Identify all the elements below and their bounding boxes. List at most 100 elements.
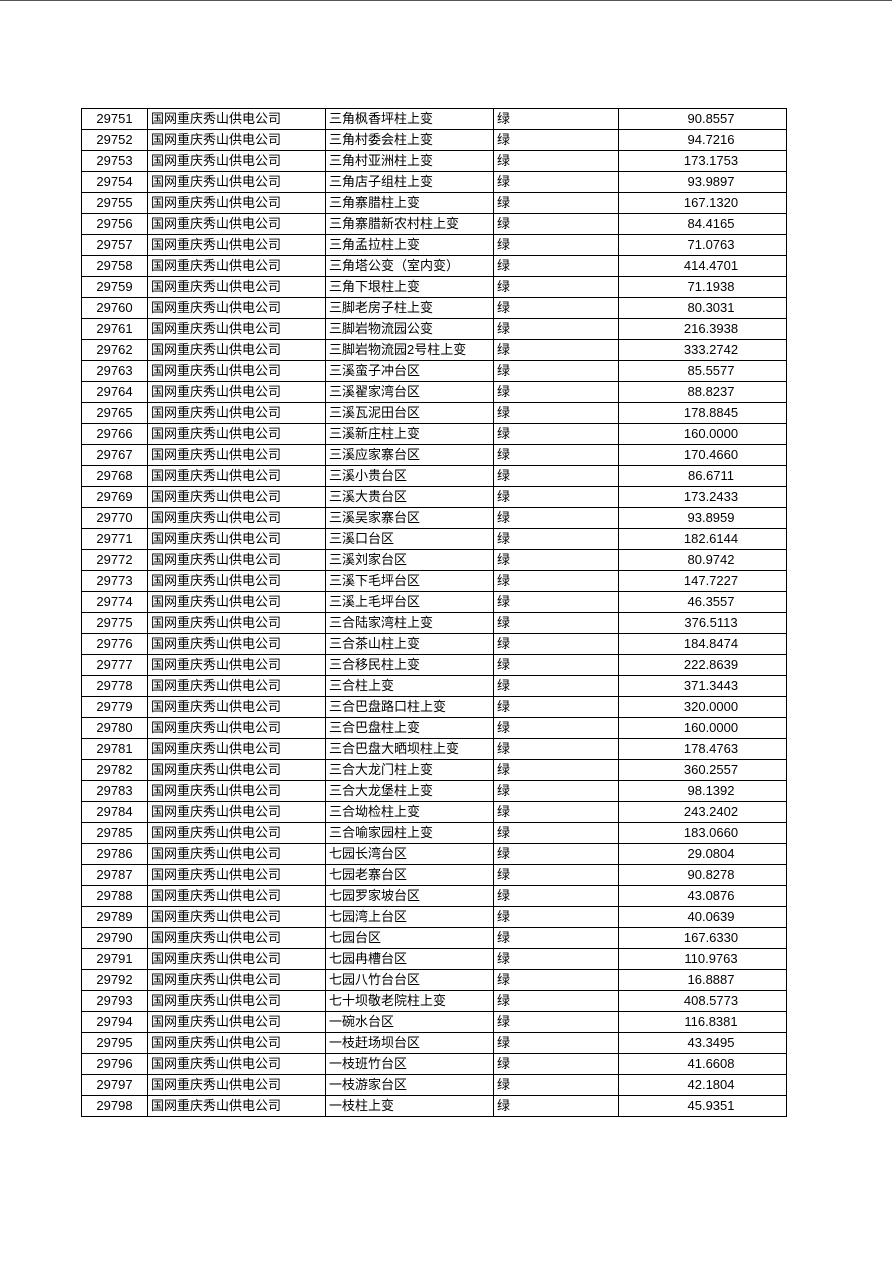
station-name-cell: 三溪翟家湾台区	[325, 381, 494, 403]
station-name-cell: 七园台区	[325, 927, 494, 949]
company-cell: 国网重庆秀山供电公司	[147, 339, 326, 361]
table-row: 29766 国网重庆秀山供电公司 三溪新庄柱上变绿 160.0000	[81, 423, 787, 445]
status-cell: 绿	[493, 108, 619, 130]
value-cell: 45.9351	[618, 1095, 787, 1117]
table-row: 29762 国网重庆秀山供电公司 三脚岩物流园2号柱上变绿 333.2742	[81, 339, 787, 361]
row-id-cell: 29754	[81, 171, 148, 193]
table-row: 29776 国网重庆秀山供电公司 三合茶山柱上变绿 184.8474	[81, 633, 787, 655]
table-row: 29761 国网重庆秀山供电公司 三脚岩物流园公变绿 216.3938	[81, 318, 787, 340]
company-cell: 国网重庆秀山供电公司	[147, 948, 326, 970]
company-cell: 国网重庆秀山供电公司	[147, 402, 326, 424]
status-cell: 绿	[493, 570, 619, 592]
table-row: 29797 国网重庆秀山供电公司 一枝游家台区绿 42.1804	[81, 1074, 787, 1096]
station-name-cell: 三溪蛮子冲台区	[325, 360, 494, 382]
row-id-cell: 29765	[81, 402, 148, 424]
company-cell: 国网重庆秀山供电公司	[147, 759, 326, 781]
status-cell: 绿	[493, 339, 619, 361]
row-id-cell: 29798	[81, 1095, 148, 1117]
row-id-cell: 29784	[81, 801, 148, 823]
status-cell: 绿	[493, 192, 619, 214]
station-name-cell: 三合移民柱上变	[325, 654, 494, 676]
row-id-cell: 29780	[81, 717, 148, 739]
status-cell: 绿	[493, 633, 619, 655]
status-cell: 绿	[493, 1095, 619, 1117]
table-row: 29756 国网重庆秀山供电公司 三角寨腊新农村柱上变绿 84.4165	[81, 213, 787, 235]
status-cell: 绿	[493, 990, 619, 1012]
table-row: 29763 国网重庆秀山供电公司 三溪蛮子冲台区绿 85.5577	[81, 360, 787, 382]
value-cell: 216.3938	[618, 318, 787, 340]
table-row: 29782 国网重庆秀山供电公司 三合大龙门柱上变绿 360.2557	[81, 759, 787, 781]
status-cell: 绿	[493, 948, 619, 970]
value-cell: 29.0804	[618, 843, 787, 865]
company-cell: 国网重庆秀山供电公司	[147, 696, 326, 718]
company-cell: 国网重庆秀山供电公司	[147, 1095, 326, 1117]
status-cell: 绿	[493, 864, 619, 886]
company-cell: 国网重庆秀山供电公司	[147, 675, 326, 697]
value-cell: 414.4701	[618, 255, 787, 277]
company-cell: 国网重庆秀山供电公司	[147, 255, 326, 277]
status-cell: 绿	[493, 528, 619, 550]
status-cell: 绿	[493, 297, 619, 319]
status-cell: 绿	[493, 1053, 619, 1075]
row-id-cell: 29782	[81, 759, 148, 781]
company-cell: 国网重庆秀山供电公司	[147, 864, 326, 886]
status-cell: 绿	[493, 423, 619, 445]
value-cell: 222.8639	[618, 654, 787, 676]
status-cell: 绿	[493, 612, 619, 634]
company-cell: 国网重庆秀山供电公司	[147, 486, 326, 508]
table-row: 29793 国网重庆秀山供电公司 七十坝敬老院柱上变绿 408.5773	[81, 990, 787, 1012]
company-cell: 国网重庆秀山供电公司	[147, 507, 326, 529]
row-id-cell: 29793	[81, 990, 148, 1012]
table-row: 29779 国网重庆秀山供电公司 三合巴盘路口柱上变绿 320.0000	[81, 696, 787, 718]
company-cell: 国网重庆秀山供电公司	[147, 465, 326, 487]
table-row: 29772 国网重庆秀山供电公司 三溪刘家台区绿 80.9742	[81, 549, 787, 571]
value-cell: 85.5577	[618, 360, 787, 382]
value-cell: 173.2433	[618, 486, 787, 508]
row-id-cell: 29773	[81, 570, 148, 592]
row-id-cell: 29756	[81, 213, 148, 235]
company-cell: 国网重庆秀山供电公司	[147, 423, 326, 445]
row-id-cell: 29762	[81, 339, 148, 361]
station-name-cell: 三角村委会柱上变	[325, 129, 494, 151]
row-id-cell: 29768	[81, 465, 148, 487]
company-cell: 国网重庆秀山供电公司	[147, 990, 326, 1012]
station-name-cell: 三脚岩物流园公变	[325, 318, 494, 340]
value-cell: 170.4660	[618, 444, 787, 466]
value-cell: 408.5773	[618, 990, 787, 1012]
row-id-cell: 29790	[81, 927, 148, 949]
row-id-cell: 29783	[81, 780, 148, 802]
station-name-cell: 三角店子组柱上变	[325, 171, 494, 193]
table-row: 29768 国网重庆秀山供电公司 三溪小贵台区绿 86.6711	[81, 465, 787, 487]
table-row: 29783 国网重庆秀山供电公司 三合大龙堡柱上变绿 98.1392	[81, 780, 787, 802]
value-cell: 360.2557	[618, 759, 787, 781]
table-row: 29777 国网重庆秀山供电公司 三合移民柱上变绿 222.8639	[81, 654, 787, 676]
station-name-cell: 三角塔公变（室内变）	[325, 255, 494, 277]
station-name-cell: 三脚岩物流园2号柱上变	[325, 339, 494, 361]
row-id-cell: 29789	[81, 906, 148, 928]
row-id-cell: 29788	[81, 885, 148, 907]
company-cell: 国网重庆秀山供电公司	[147, 927, 326, 949]
company-cell: 国网重庆秀山供电公司	[147, 801, 326, 823]
row-id-cell: 29753	[81, 150, 148, 172]
table-row: 29785 国网重庆秀山供电公司 三合喻家园柱上变绿 183.0660	[81, 822, 787, 844]
company-cell: 国网重庆秀山供电公司	[147, 843, 326, 865]
station-name-cell: 三合茶山柱上变	[325, 633, 494, 655]
row-id-cell: 29792	[81, 969, 148, 991]
station-name-cell: 一枝班竹台区	[325, 1053, 494, 1075]
value-cell: 183.0660	[618, 822, 787, 844]
value-cell: 40.0639	[618, 906, 787, 928]
status-cell: 绿	[493, 549, 619, 571]
status-cell: 绿	[493, 1074, 619, 1096]
station-name-cell: 三合大龙门柱上变	[325, 759, 494, 781]
station-name-cell: 一枝游家台区	[325, 1074, 494, 1096]
value-cell: 371.3443	[618, 675, 787, 697]
value-cell: 86.6711	[618, 465, 787, 487]
table-row: 29767 国网重庆秀山供电公司 三溪应家寨台区绿 170.4660	[81, 444, 787, 466]
row-id-cell: 29785	[81, 822, 148, 844]
status-cell: 绿	[493, 759, 619, 781]
station-name-cell: 三合巴盘路口柱上变	[325, 696, 494, 718]
status-cell: 绿	[493, 885, 619, 907]
row-id-cell: 29778	[81, 675, 148, 697]
table-row: 29788 国网重庆秀山供电公司 七园罗家坡台区绿 43.0876	[81, 885, 787, 907]
status-cell: 绿	[493, 1032, 619, 1054]
